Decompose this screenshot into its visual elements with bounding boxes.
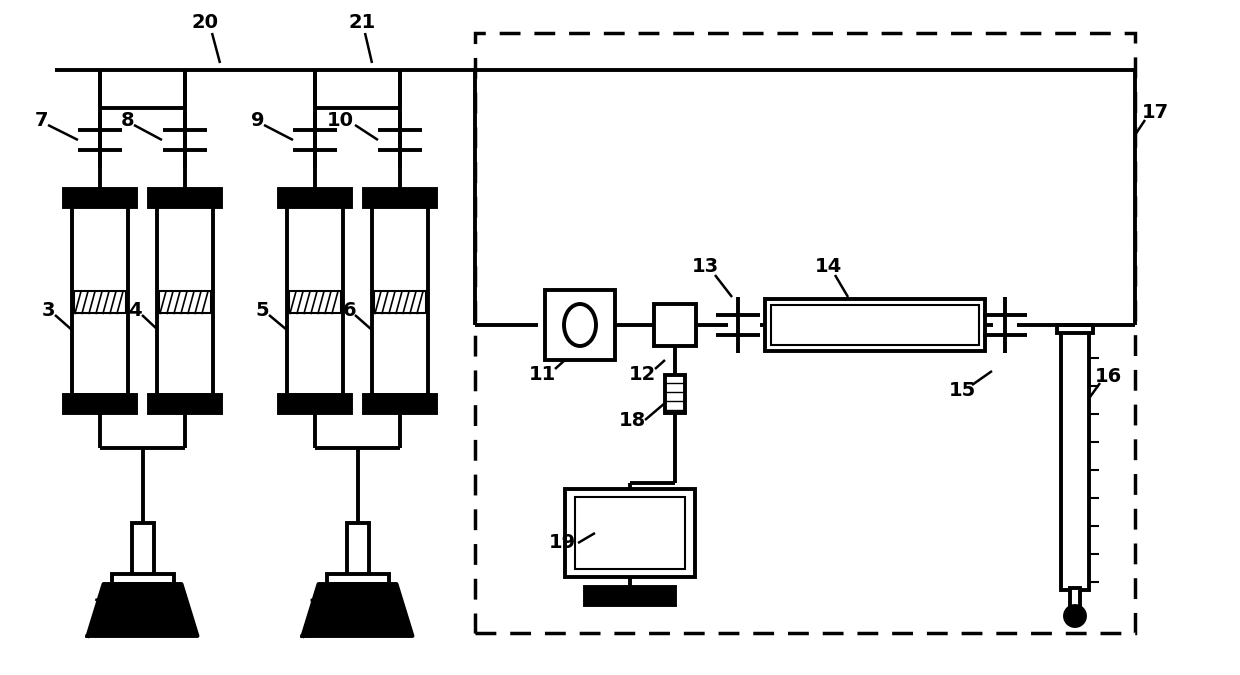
Text: 6: 6 xyxy=(343,300,357,319)
Text: 17: 17 xyxy=(1142,103,1168,122)
Bar xyxy=(665,375,684,413)
Text: 19: 19 xyxy=(548,533,575,553)
Text: 2: 2 xyxy=(309,597,322,616)
Bar xyxy=(159,292,211,313)
Text: 20: 20 xyxy=(191,14,218,32)
Bar xyxy=(149,189,221,207)
Bar xyxy=(157,207,213,395)
Text: 14: 14 xyxy=(815,257,842,277)
Bar xyxy=(286,207,343,395)
Bar xyxy=(575,497,684,569)
Bar xyxy=(475,33,1135,633)
Bar xyxy=(585,587,675,605)
Bar xyxy=(64,395,136,413)
Text: 12: 12 xyxy=(629,365,656,385)
Bar xyxy=(64,189,136,207)
Bar xyxy=(326,574,388,584)
Polygon shape xyxy=(303,584,413,636)
Bar xyxy=(365,189,436,207)
Text: 21: 21 xyxy=(348,14,376,32)
Bar xyxy=(365,395,436,413)
Text: 4: 4 xyxy=(128,300,141,319)
Text: 8: 8 xyxy=(122,111,135,130)
Text: 5: 5 xyxy=(255,300,269,319)
Bar xyxy=(112,574,174,584)
Bar xyxy=(279,189,351,207)
Bar xyxy=(279,395,351,413)
Bar xyxy=(289,292,341,313)
Bar xyxy=(771,305,980,345)
Bar xyxy=(74,292,126,313)
Circle shape xyxy=(1065,606,1085,626)
Bar xyxy=(374,292,427,313)
Text: 13: 13 xyxy=(692,257,718,277)
Bar xyxy=(346,523,368,578)
Text: 3: 3 xyxy=(41,300,55,319)
Text: 11: 11 xyxy=(528,365,556,385)
Bar xyxy=(546,290,615,360)
Text: 1: 1 xyxy=(93,597,107,616)
Text: 10: 10 xyxy=(326,111,353,130)
Polygon shape xyxy=(88,584,197,636)
Bar xyxy=(1070,588,1080,614)
Bar xyxy=(1061,325,1089,590)
Text: 18: 18 xyxy=(619,410,646,429)
Bar xyxy=(131,523,154,578)
Text: 7: 7 xyxy=(35,111,48,130)
Text: 15: 15 xyxy=(949,381,976,400)
Bar xyxy=(653,304,696,346)
Bar xyxy=(1056,325,1092,333)
Bar xyxy=(765,299,985,351)
Bar xyxy=(149,395,221,413)
Bar xyxy=(565,489,694,577)
Bar xyxy=(372,207,428,395)
Bar xyxy=(72,207,128,395)
Text: 16: 16 xyxy=(1095,367,1122,387)
Text: 9: 9 xyxy=(252,111,265,130)
